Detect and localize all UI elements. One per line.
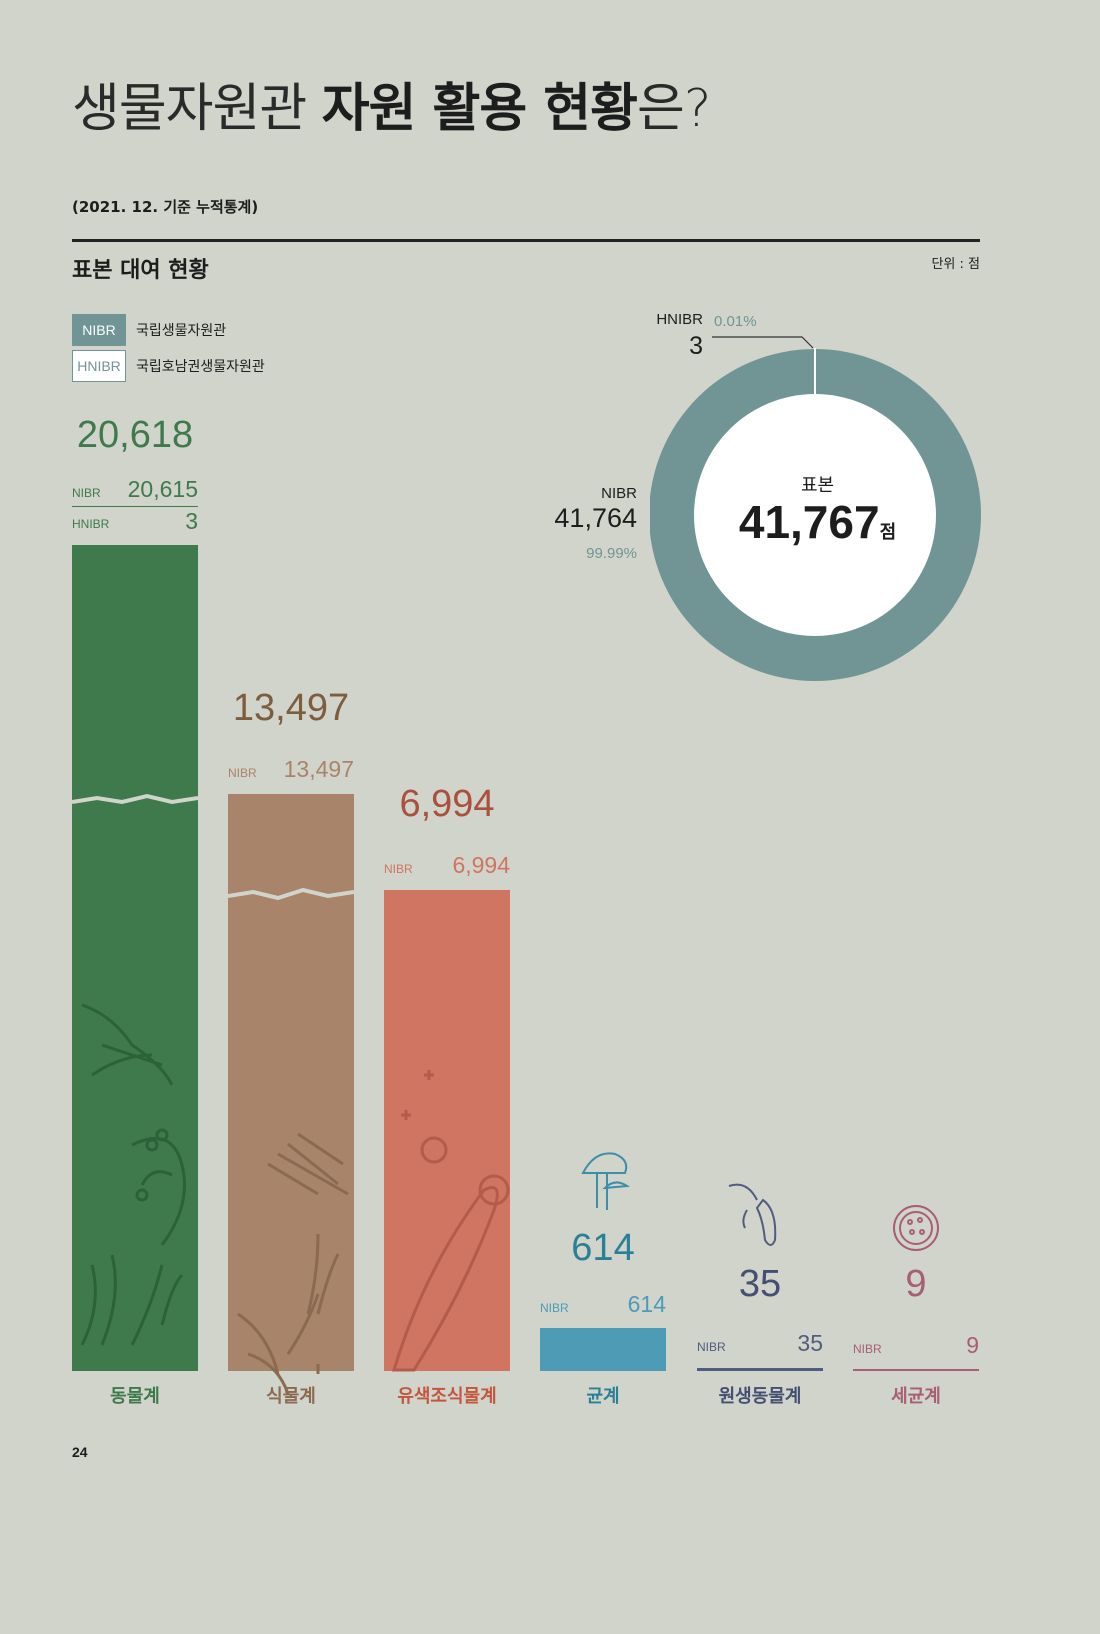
legend-label-hnibr: 국립호남권생물자원관	[136, 359, 265, 375]
category-label-algae: 유색조식물계	[397, 1386, 497, 1407]
legend-label-nibr: 국립생물자원관	[136, 323, 227, 339]
protist-icon	[728, 1183, 777, 1246]
bar-bacteria	[853, 1369, 979, 1371]
bar-fungi	[540, 1328, 666, 1371]
bar-plant	[228, 794, 354, 1395]
legend: NIBR 국립생물자원관 HNIBR 국립호남권생물자원관	[72, 314, 265, 382]
donut-percent-hnibr: 0.01%	[714, 313, 757, 330]
series-label-nibr: NIBR	[853, 1342, 882, 1356]
donut-hole	[694, 394, 936, 636]
bar-total-algae: 6,994	[399, 783, 495, 825]
bar-animal	[72, 545, 198, 1371]
donut-center-unit: 점	[879, 522, 897, 542]
axis-break-plant	[228, 887, 354, 901]
bar-protist	[697, 1368, 823, 1371]
nibr-value-bacteria: 9	[966, 1332, 979, 1358]
nibr-value-fungi: 614	[627, 1291, 666, 1317]
nibr-value-plant: 13,497	[283, 756, 354, 782]
page-title: 생물자원관 자원 활용 현황은?	[72, 78, 711, 140]
nibr-value-animal: 20,615	[127, 476, 198, 502]
category-label-fungi: 균계	[586, 1386, 620, 1407]
series-label-hnibr: HNIBR	[72, 517, 110, 531]
bar-decoration	[391, 1070, 510, 1372]
donut-center-total: 41,767점	[700, 495, 935, 549]
axis-break-animal	[72, 793, 198, 805]
bar-algae	[384, 890, 510, 1372]
donut-center-title: 표본	[800, 475, 835, 496]
title-part: 은?	[636, 79, 711, 139]
donut-value-hnibr: 3	[689, 332, 703, 360]
subtitle: (2021. 12. 기준 누적통계)	[72, 198, 259, 216]
bar-total-bacteria: 9	[905, 1263, 927, 1305]
section-title: 표본 대여 현황	[72, 258, 209, 283]
hnibr-value-animal: 3	[185, 508, 198, 534]
donut-chart	[650, 348, 981, 681]
donut-label-nibr: NIBR	[601, 485, 637, 502]
legend-swatch-hnibr: HNIBR	[72, 350, 126, 382]
divider	[72, 239, 980, 242]
donut-percent-nibr: 99.99%	[586, 545, 637, 562]
bar-decoration	[80, 1003, 186, 1346]
donut-label-hnibr: HNIBR	[656, 311, 703, 328]
legend-swatch-nibr: NIBR	[72, 314, 126, 346]
bar-total-plant: 13,497	[232, 687, 350, 729]
category-label-bacteria: 세균계	[891, 1386, 941, 1407]
bar-total-animal: 20,618	[76, 414, 194, 456]
nibr-value-protist: 35	[797, 1330, 823, 1356]
donut-center-value: 41,767	[738, 496, 880, 548]
unit-label: 단위 : 점	[931, 257, 980, 272]
series-label-nibr: NIBR	[384, 862, 413, 876]
nibr-value-algae: 6,994	[452, 852, 510, 878]
series-label-nibr: NIBR	[228, 766, 257, 780]
legend-item-nibr: NIBR 국립생물자원관	[72, 314, 265, 346]
legend-item-hnibr: HNIBR 국립호남권생물자원관	[72, 350, 265, 382]
category-label-plant: 식물계	[266, 1386, 316, 1407]
title-emphasis: 자원 활용 현황	[321, 79, 638, 139]
category-label-protist: 원생동물계	[718, 1386, 802, 1407]
bar-total-protist: 35	[738, 1263, 782, 1305]
hnibr-leader-line	[712, 336, 814, 349]
mushroom-icon	[581, 1152, 630, 1210]
series-label-nibr: NIBR	[540, 1301, 569, 1315]
value-divider	[72, 506, 198, 507]
series-label-nibr: NIBR	[72, 486, 101, 500]
bar-decoration	[237, 1132, 349, 1395]
bacteria-icon	[893, 1205, 939, 1251]
category-label-animal: 동물계	[110, 1386, 160, 1407]
bar-total-fungi: 614	[571, 1227, 635, 1269]
series-label-nibr: NIBR	[697, 1340, 726, 1354]
title-part: 생물자원관	[72, 79, 322, 139]
donut-value-nibr: 41,764	[554, 503, 637, 533]
page-number: 24	[72, 1444, 88, 1460]
